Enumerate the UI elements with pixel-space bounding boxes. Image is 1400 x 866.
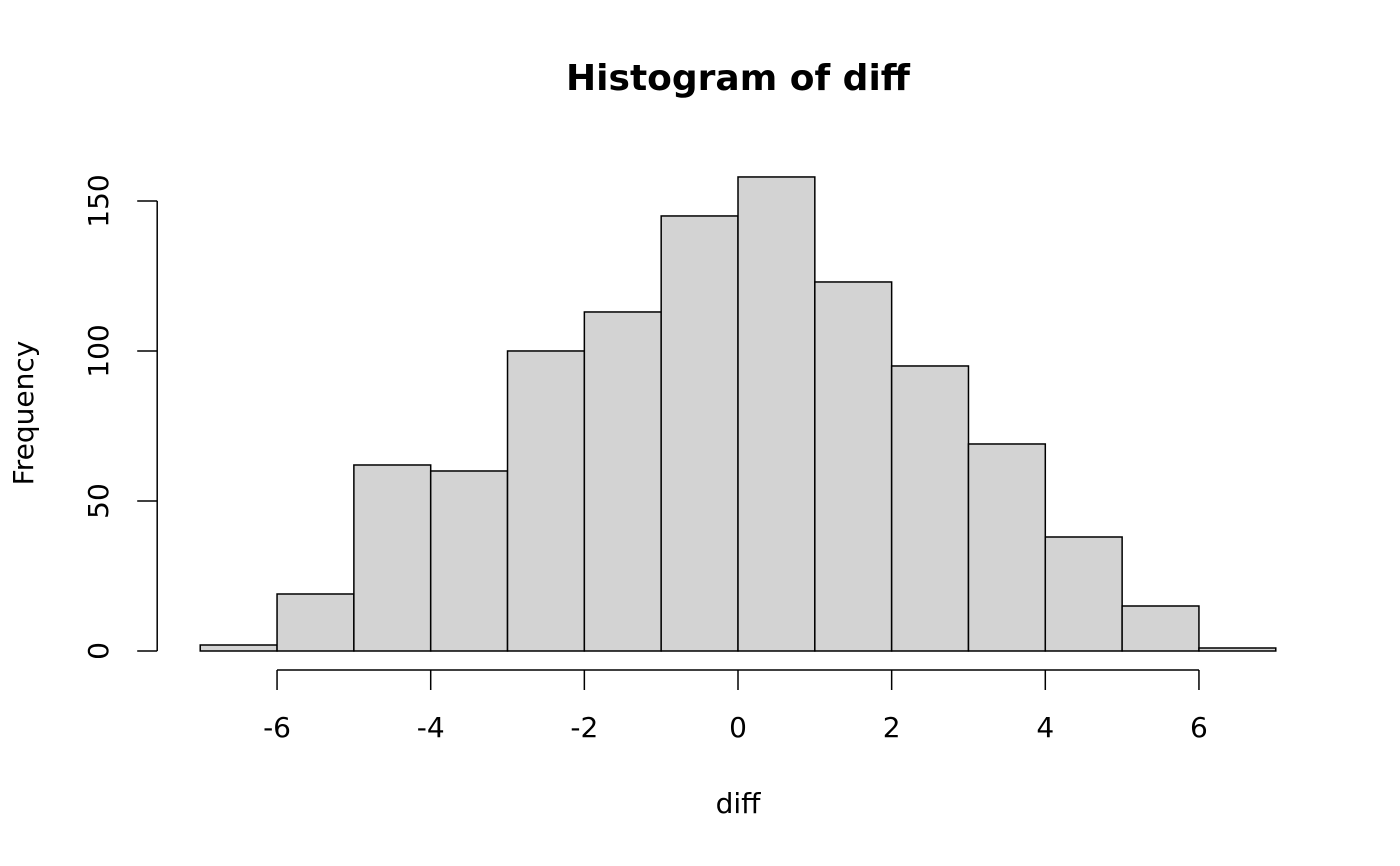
bar: [429, 470, 509, 652]
y-tick-label: 0: [82, 642, 115, 660]
y-tick-label: 50: [82, 483, 115, 519]
bar: [506, 350, 586, 652]
x-tick-label: 0: [729, 711, 747, 744]
bar: [1044, 536, 1123, 652]
bar: [890, 365, 970, 652]
x-tick-label: -6: [263, 711, 291, 744]
bar: [814, 281, 893, 652]
y-axis-label: Frequency: [7, 341, 40, 486]
x-tick-label: -2: [570, 711, 598, 744]
y-tick-label: 150: [82, 174, 115, 227]
bar: [967, 443, 1047, 652]
y-tick-label: 100: [82, 324, 115, 377]
bar: [1198, 647, 1277, 652]
bar: [660, 215, 739, 652]
bar: [737, 176, 816, 652]
bar: [583, 311, 662, 652]
x-tick-label: 4: [1036, 711, 1054, 744]
x-tick-label: -4: [417, 711, 445, 744]
bar: [276, 593, 355, 652]
bar: [353, 464, 432, 652]
chart-title: Histogram of diff: [566, 58, 911, 99]
x-axis-label: diff: [716, 787, 762, 820]
x-tick-label: 6: [1190, 711, 1208, 744]
bar: [1121, 605, 1200, 652]
x-tick-label: 2: [883, 711, 901, 744]
bar: [199, 644, 278, 652]
